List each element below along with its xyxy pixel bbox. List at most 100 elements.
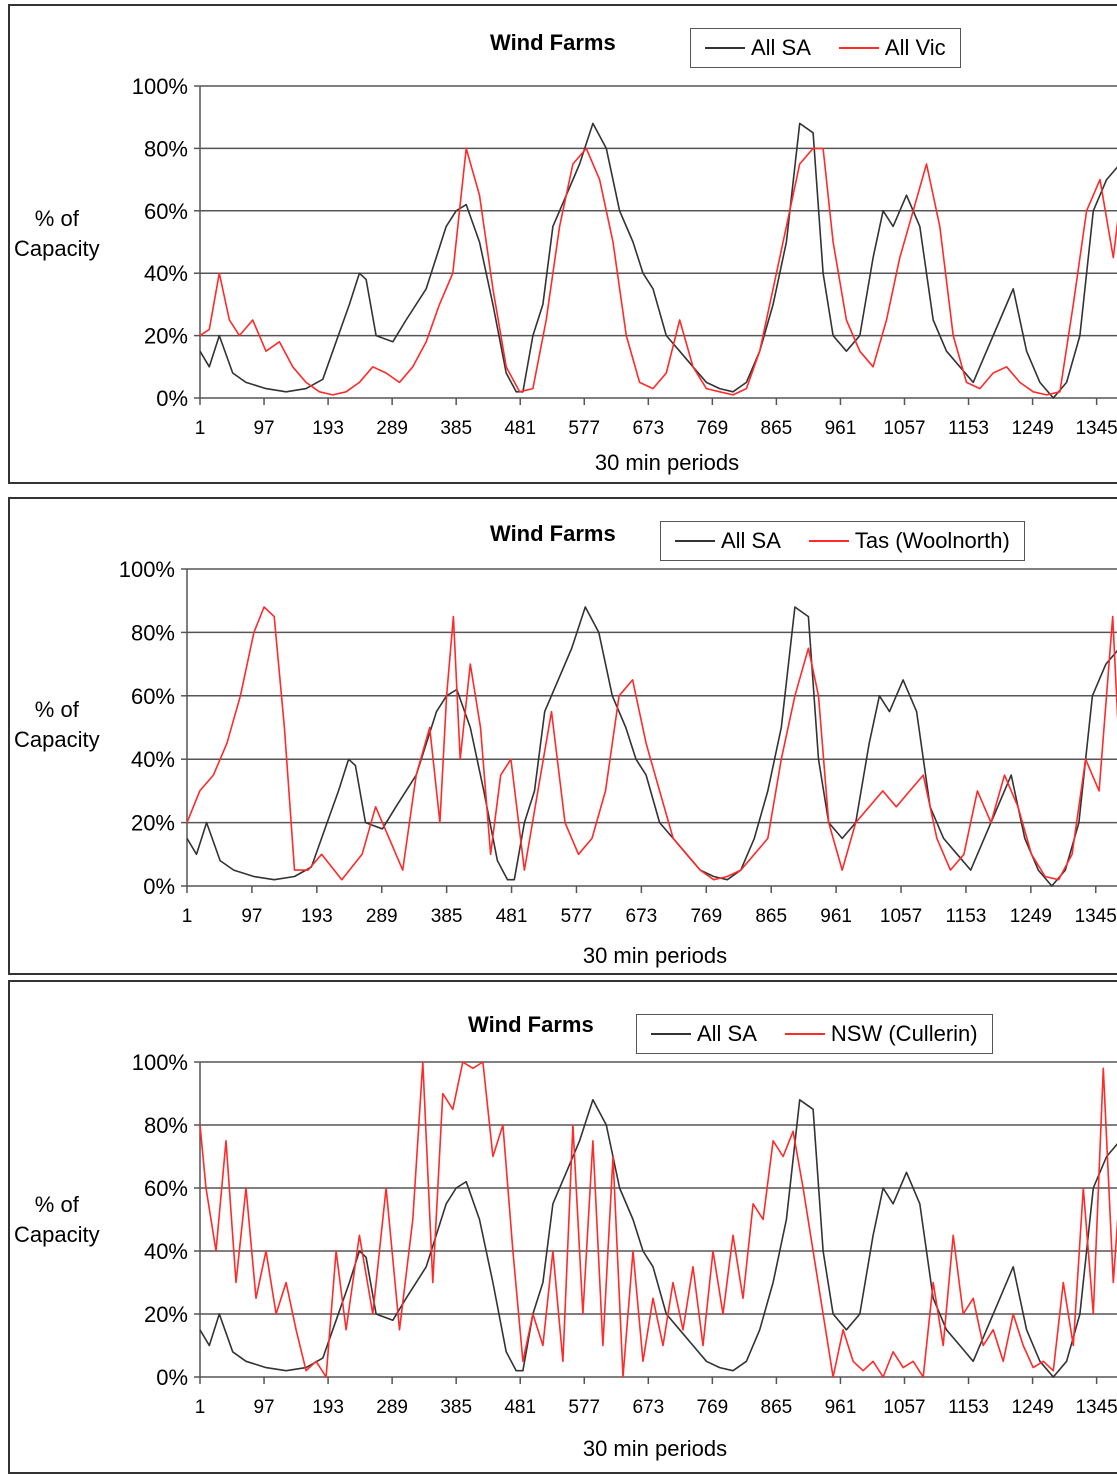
legend-item-all-sa: All SA [651, 1021, 757, 1047]
x-tick-label: 1 [195, 418, 206, 439]
y-axis-label: % of Capacity [14, 204, 100, 264]
x-tick-label: 673 [626, 906, 658, 927]
x-tick-label: 577 [568, 418, 600, 439]
legend-label: All SA [751, 35, 811, 60]
x-tick-label: 385 [431, 906, 463, 927]
x-tick-label: 289 [376, 418, 408, 439]
x-tick-label: 865 [761, 418, 793, 439]
x-tick-label: 577 [561, 906, 593, 927]
legend-line-icon [784, 1033, 825, 1035]
x-tick-label: 193 [312, 418, 344, 439]
y-tick-label: 60% [144, 199, 188, 224]
y-tick-label: 80% [131, 620, 175, 645]
x-tick-label: 1345 [1075, 418, 1117, 439]
y-tick-label: 100% [132, 74, 188, 99]
chart-legend: All SA NSW (Cullerin) [636, 1014, 993, 1054]
y-tick-label: 0% [156, 1365, 188, 1390]
y-tick-label: 60% [144, 1176, 188, 1201]
x-tick-label: 1345 [1075, 906, 1117, 927]
legend-label: All Vic [884, 35, 946, 60]
y-tick-label: 0% [156, 386, 188, 411]
y-tick-label: 100% [119, 557, 175, 582]
series-line-all-sa [199, 1099, 1117, 1378]
x-tick-label: 1153 [948, 418, 989, 439]
legend-line-icon [705, 47, 745, 49]
legend-item-nsw-cullerin: NSW (Cullerin) [784, 1021, 978, 1047]
y-axis-label-line1: % of [34, 206, 79, 231]
x-axis-label: 30 min periods [582, 943, 728, 968]
series-line-comparison [186, 606, 1117, 881]
chart-svg-2: 0% 20% 40% 60% 80% 100% 1 97 193 289 385 481 577 673 7… [119, 557, 1117, 927]
y-tick-label: 100% [132, 1050, 188, 1075]
x-tick-label: 481 [496, 906, 528, 927]
x-tick-label: 673 [632, 418, 664, 439]
x-tick-label: 1057 [883, 418, 925, 439]
x-tick-label: 865 [755, 906, 787, 927]
y-axis-label-line2: Capacity [14, 727, 100, 752]
x-tick-label: 673 [632, 1397, 664, 1418]
series-line-comparison [199, 147, 1117, 396]
x-tick-label: 193 [312, 1397, 344, 1418]
y-tick-label: 20% [144, 324, 188, 349]
x-tick-label: 289 [366, 906, 398, 927]
y-axis-label-line1: % of [34, 697, 79, 722]
y-tick-label: 60% [131, 684, 175, 709]
x-tick-label: 385 [440, 1397, 472, 1418]
legend-line-icon [651, 1033, 691, 1035]
legend-line-icon [808, 540, 849, 542]
x-tick-label: 1 [182, 906, 193, 927]
chart-legend: All SA Tas (Woolnorth) [660, 521, 1025, 561]
x-tick-label: 1153 [948, 1397, 989, 1418]
legend-line-icon [675, 540, 715, 542]
x-tick-label: 769 [690, 906, 722, 927]
x-tick-label: 865 [761, 1397, 793, 1418]
y-axis-label-line2: Capacity [14, 1222, 100, 1247]
legend-item-all-vic: All Vic [838, 35, 946, 61]
x-tick-label: 385 [440, 418, 472, 439]
chart-legend: All SA All Vic [690, 28, 961, 68]
x-tick-label: 961 [825, 418, 857, 439]
chart-title: Wind Farms [468, 1012, 594, 1037]
x-tick-label: 289 [376, 1397, 408, 1418]
y-tick-label: 40% [131, 747, 175, 772]
chart-panel-1: 0% 20% 40% 60% 80% 100% 1 97 193 289 385 481 577 673 7… [8, 4, 1117, 484]
x-tick-label: 961 [825, 1397, 857, 1418]
x-axis-label: 30 min periods [594, 450, 740, 475]
legend-line-icon [838, 47, 879, 49]
chart-title: Wind Farms [490, 521, 616, 546]
x-tick-label: 1249 [1011, 418, 1053, 439]
legend-item-all-sa: All SA [675, 528, 781, 554]
y-axis-label-line1: % of [34, 1192, 79, 1217]
series-line-all-sa [186, 606, 1117, 887]
x-tick-label: 1057 [880, 906, 922, 927]
x-tick-label: 577 [568, 1397, 600, 1418]
x-tick-label: 97 [241, 906, 262, 927]
y-tick-label: 20% [131, 811, 175, 836]
x-tick-label: 961 [820, 906, 852, 927]
chart-title: Wind Farms [490, 30, 616, 55]
y-tick-label: 20% [144, 1302, 188, 1327]
x-tick-label: 1153 [946, 906, 987, 927]
legend-label: NSW (Cullerin) [830, 1021, 978, 1046]
x-tick-label: 481 [504, 418, 536, 439]
x-tick-label: 1345 [1075, 1397, 1117, 1418]
chart-svg-3: 0% 20% 40% 60% 80% 100% 1 97 193 289 385 481 577 673 7… [132, 1050, 1117, 1418]
y-tick-label: 80% [144, 136, 188, 161]
legend-item-all-sa: All SA [705, 35, 811, 61]
x-tick-label: 1 [195, 1397, 206, 1418]
y-tick-label: 0% [143, 874, 175, 899]
x-tick-label: 481 [504, 1397, 536, 1418]
legend-label: All SA [721, 528, 781, 553]
y-axis-label: % of Capacity [14, 695, 100, 755]
y-axis-label: % of Capacity [14, 1190, 100, 1250]
y-tick-label: 80% [144, 1113, 188, 1138]
x-tick-label: 769 [697, 1397, 729, 1418]
x-tick-label: 769 [697, 418, 729, 439]
legend-item-tas-woolnorth: Tas (Woolnorth) [808, 528, 1010, 554]
legend-label: All SA [697, 1021, 757, 1046]
x-tick-label: 1249 [1011, 1397, 1053, 1418]
chart-panel-2: 0% 20% 40% 60% 80% 100% 1 97 193 289 385 481 577 673 7… [8, 497, 1117, 975]
x-tick-label: 1057 [883, 1397, 925, 1418]
y-tick-label: 40% [144, 261, 188, 286]
chart-panel-3: 0% 20% 40% 60% 80% 100% 1 97 193 289 385 481 577 673 7… [8, 980, 1117, 1474]
